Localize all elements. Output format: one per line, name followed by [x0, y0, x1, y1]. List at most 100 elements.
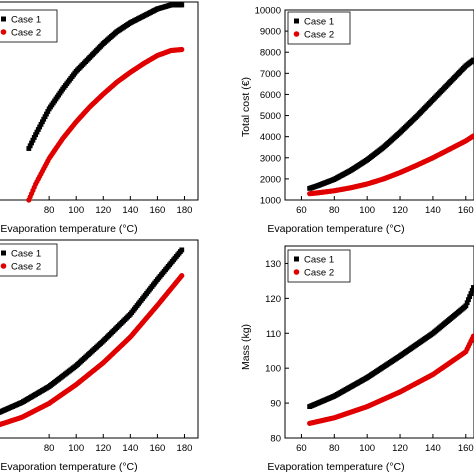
x-axis-label: Evaporation temperature (°C)	[0, 461, 137, 473]
legend-marker	[0, 263, 7, 269]
data-point	[45, 109, 51, 114]
y-tick-label: 80	[270, 434, 281, 445]
y-axis-label: Total cost (€)	[240, 77, 252, 137]
y-tick-label: 100	[265, 364, 281, 375]
data-point	[470, 333, 474, 339]
legend-box	[0, 9, 58, 43]
x-tick-label: 180	[177, 443, 193, 454]
data-point	[469, 288, 474, 293]
x-tick-label: 80	[44, 205, 55, 216]
data-point	[38, 121, 44, 127]
series-2	[26, 46, 185, 203]
legend-label: Case 2	[11, 28, 41, 39]
x-tick-label: 120	[392, 205, 408, 216]
data-point	[179, 2, 185, 8]
data-point	[471, 285, 474, 290]
x-tick-label: 140	[425, 205, 441, 216]
data-point	[466, 297, 471, 303]
legend-box	[287, 11, 351, 45]
x-axis-label: Evaporation temperature (°C)	[267, 461, 404, 473]
data-point	[37, 124, 43, 130]
legend: Case 1 Case 2	[0, 9, 58, 43]
chart-panel-top-right: 60 80 100 120 140 160 1000 2000 3000 4000 5000 6000…	[240, 6, 474, 235]
x-tick-label: 80	[329, 205, 340, 216]
series-1	[307, 57, 474, 191]
x-tick-label: 100	[68, 443, 84, 454]
x-tick-label: 160	[149, 205, 165, 216]
legend: Case 1 Case 2	[0, 243, 58, 277]
y-tick-label: 9000	[260, 27, 281, 38]
data-point	[39, 119, 45, 125]
data-point	[34, 129, 40, 135]
x-tick-label: 100	[68, 205, 84, 216]
x-tick-label: 140	[425, 443, 441, 454]
y-tick-label: 4000	[260, 132, 281, 143]
data-point	[27, 143, 33, 149]
y-tick-label: 10000	[255, 6, 281, 17]
data-point	[464, 300, 470, 306]
data-point	[30, 137, 36, 143]
x-tick-label: 100	[359, 443, 375, 454]
data-point	[29, 140, 34, 146]
x-tick-label: 120	[95, 443, 111, 454]
y-tick-label: 3000	[260, 153, 281, 164]
x-tick-label: 160	[458, 205, 474, 216]
data-point	[179, 247, 185, 253]
y-tick-label: 7000	[260, 69, 281, 80]
data-point	[44, 111, 49, 117]
x-tick-label: 80	[329, 443, 340, 454]
data-point	[31, 135, 37, 140]
data-point	[470, 133, 474, 139]
x-axis-label: Evaporation temperature (°C)	[0, 223, 137, 235]
x-tick-label: 60	[296, 205, 307, 216]
x-tick-label: 60	[296, 443, 307, 454]
legend-label: Case 1	[11, 249, 41, 260]
legend-label: Case 1	[304, 17, 334, 28]
legend-box	[287, 249, 351, 283]
legend-marker	[0, 29, 7, 35]
x-tick-label: 140	[122, 205, 138, 216]
plot-frame	[0, 1, 199, 201]
series-1	[307, 285, 474, 409]
x-tick-label: 140	[122, 443, 138, 454]
data-point	[33, 132, 38, 138]
series-2	[307, 333, 474, 426]
legend-marker	[293, 31, 300, 37]
data-point	[468, 291, 474, 296]
data-point	[179, 273, 185, 279]
series-2	[0, 273, 185, 428]
data-point	[471, 57, 474, 63]
legend: Case 1 Case 2	[287, 11, 351, 45]
y-tick-label: 8000	[260, 48, 281, 59]
x-tick-label: 80	[44, 443, 55, 454]
legend: Case 1 Case 2	[287, 249, 351, 283]
x-axis-label: Evaporation temperature (°C)	[267, 223, 404, 235]
plot-frame	[0, 239, 199, 439]
y-tick-label: 2000	[260, 174, 281, 185]
legend-label: Case 1	[304, 255, 334, 266]
y-tick-label: 5000	[260, 111, 281, 122]
data-point	[41, 116, 47, 122]
legend-marker	[1, 16, 6, 22]
legend-marker	[1, 250, 6, 256]
y-tick-label: 110	[266, 329, 281, 340]
series-2	[307, 133, 474, 197]
x-tick-label: 120	[95, 205, 111, 216]
chart-panel-bottom-left: 80 100 120 140 160 180 Case 1 Case 2 Evaporatio…	[0, 239, 199, 473]
y-tick-label: 1000	[260, 196, 281, 207]
data-point	[463, 303, 469, 309]
series-1	[26, 2, 185, 151]
y-tick-label: 130	[265, 259, 281, 270]
legend-label: Case 2	[11, 262, 41, 273]
y-axis-label: Mass (kg)	[240, 324, 252, 370]
data-point	[42, 114, 48, 120]
legend-marker	[293, 269, 300, 275]
y-tick-label: 6000	[260, 90, 281, 101]
legend-label: Case 2	[304, 268, 334, 279]
x-tick-label: 160	[149, 443, 165, 454]
x-tick-label: 100	[359, 205, 375, 216]
x-tick-label: 160	[458, 443, 474, 454]
x-tick-label: 180	[177, 205, 193, 216]
legend-marker	[294, 18, 299, 24]
